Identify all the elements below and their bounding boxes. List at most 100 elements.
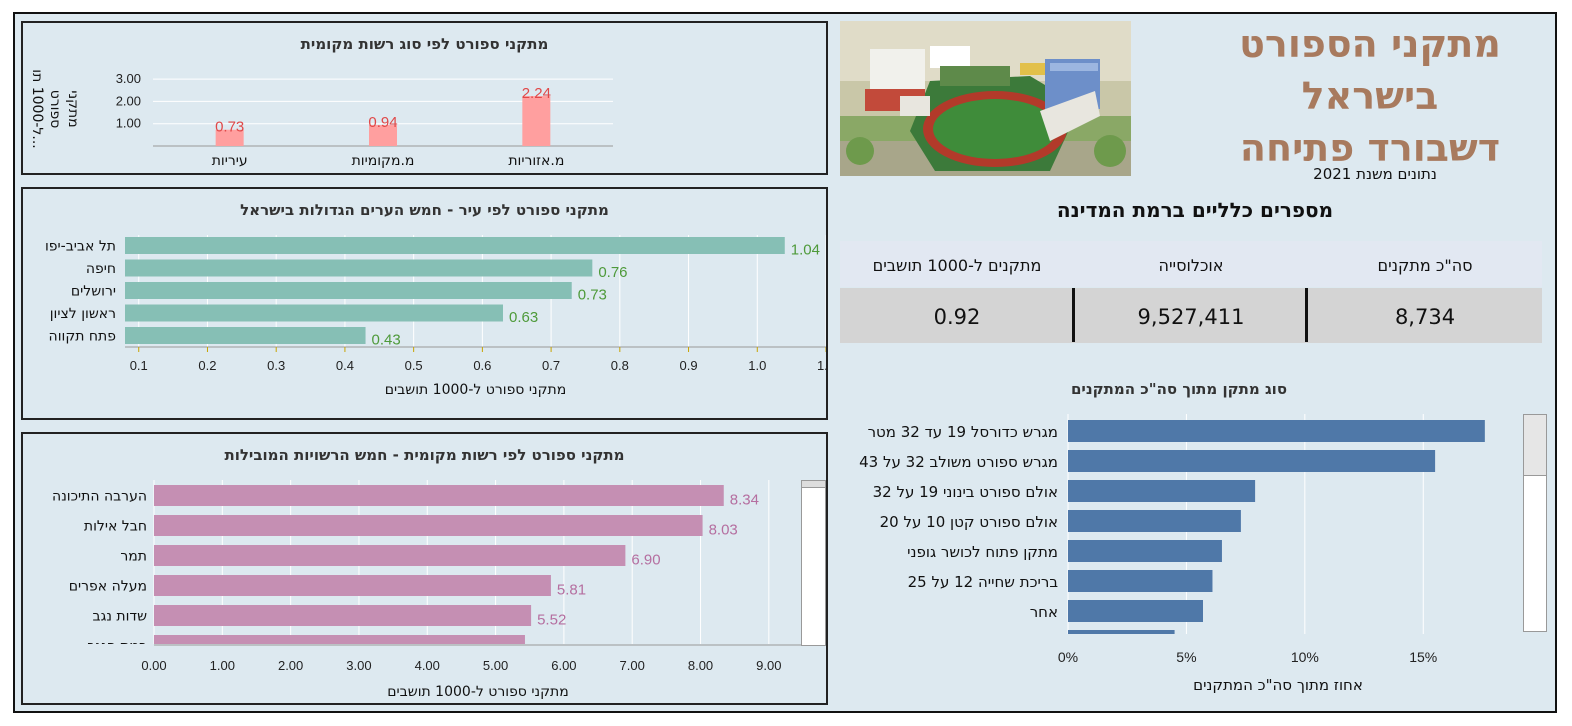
scroll-thumb[interactable] bbox=[802, 481, 825, 488]
y-tick-label: מגרש כדורסל 19 עד 32 מטר bbox=[868, 423, 1058, 441]
y-tick-label: אולם ספורט קטן 10 על 20 bbox=[880, 513, 1058, 531]
x-tick-label: 7.00 bbox=[620, 658, 645, 673]
chart-scrollbar[interactable] bbox=[801, 480, 826, 646]
y-tick-label: אחר bbox=[1030, 603, 1058, 621]
y-axis-title-line: ל-1000 תו... bbox=[29, 69, 45, 148]
bar bbox=[125, 327, 366, 344]
chart-cities: תל אביב-יפו 1.04 חיפה 0.76 ירושלים 0.73 ראשון … bbox=[45, 235, 826, 398]
y-tick-label: מתקן פתוח לכושר גופני bbox=[907, 543, 1058, 561]
x-tick-label: 0.2 bbox=[198, 358, 216, 373]
bar bbox=[215, 129, 244, 146]
y-tick-label: רמת הנגב bbox=[87, 639, 147, 655]
chart-authority-type: 1.00 2.00 3.00 0.73 עיריות 0.94 מ.מקומיות 2.24 מ… bbox=[29, 69, 613, 169]
x-tick-label: מ.מקומיות bbox=[352, 153, 415, 169]
data-label: 5.43 bbox=[531, 642, 560, 659]
x-axis-title: מתקני ספורט ל-1000 תושבים bbox=[385, 382, 566, 398]
y-tick-label: פתח תקווה bbox=[49, 329, 116, 345]
kpi-divider bbox=[1305, 288, 1308, 342]
chart-title: מתקני ספורט לפי רשות מקומית - חמש הרשויו… bbox=[224, 446, 625, 464]
data-label: 0.63 bbox=[509, 309, 538, 326]
data-label: 8.03 bbox=[709, 522, 738, 539]
x-tick-label: 4.00 bbox=[415, 658, 440, 673]
data-label: 0.73 bbox=[578, 287, 607, 304]
x-tick-label: 0.5 bbox=[405, 358, 423, 373]
x-tick-label: 5.00 bbox=[483, 658, 508, 673]
y-tick-label: 1.00 bbox=[116, 116, 141, 131]
y-axis-title: מתקניספורטל-1000 תו... bbox=[29, 69, 81, 148]
bar bbox=[1068, 570, 1213, 592]
stadium-image bbox=[840, 21, 1131, 176]
plot-area: מגרש כדורסל 19 עד 32 מטר מגרש ספורט משולב… bbox=[859, 414, 1485, 651]
bar bbox=[1068, 630, 1175, 634]
y-tick-label: ירושלים bbox=[71, 284, 116, 300]
dashboard-title: מתקני הספורט בישראל דשבורד פתיחה bbox=[1239, 22, 1501, 170]
bar bbox=[1068, 420, 1485, 442]
x-tick-label: 1.1 bbox=[817, 358, 826, 373]
x-tick-label: 0.9 bbox=[680, 358, 698, 373]
kpi-total-facilities-label: סה"כ מתקנים bbox=[1377, 256, 1473, 275]
x-tick-label: 0% bbox=[1058, 649, 1078, 665]
chart-panel-authorities: מתקני ספורט לפי רשות מקומית - חמש הרשויו… bbox=[21, 432, 828, 705]
data-label: 0.73 bbox=[215, 119, 244, 136]
bar bbox=[154, 605, 532, 626]
kpi-population-label: אוכלוסייה bbox=[1158, 256, 1224, 275]
bar bbox=[125, 237, 785, 254]
bar bbox=[1068, 450, 1436, 472]
bar bbox=[369, 125, 397, 146]
bar bbox=[154, 635, 525, 644]
data-label: 5.81 bbox=[557, 582, 586, 599]
scroll-thumb[interactable] bbox=[1524, 415, 1546, 476]
x-tick-label: 8.00 bbox=[688, 658, 713, 673]
y-axis-title-line: ספורט bbox=[47, 90, 63, 129]
data-label: 1.04 bbox=[791, 242, 820, 259]
y-tick-label: מגרש לכדורגל bbox=[966, 633, 1058, 651]
chart-panel-cities: מתקני ספורט לפי עיר - חמש הערים הגדולות … bbox=[21, 187, 828, 420]
bar bbox=[125, 259, 593, 277]
bar bbox=[125, 304, 503, 322]
bar bbox=[522, 96, 551, 146]
bar bbox=[1068, 510, 1241, 532]
x-tick-label: מ.אזוריות bbox=[508, 153, 564, 169]
x-tick-label: 9.00 bbox=[756, 658, 781, 673]
bar bbox=[154, 485, 724, 506]
chart-panel-authority-type: מתקני ספורט לפי סוג רשות מקומית 1.00 2.00… bbox=[21, 21, 828, 175]
x-tick-label: עיריות bbox=[212, 153, 248, 169]
y-tick-label: בריכת שחייה 12 על 25 bbox=[908, 573, 1059, 591]
x-tick-label: 10% bbox=[1291, 649, 1319, 665]
chart-title: מתקני ספורט לפי עיר - חמש הערים הגדולות … bbox=[240, 201, 609, 219]
y-tick-label: הערבה התיכונה bbox=[52, 489, 147, 505]
data-label: 0.43 bbox=[372, 332, 401, 349]
x-tick-label: 0.4 bbox=[336, 358, 354, 373]
data-label: 0.94 bbox=[368, 114, 397, 131]
data-label: 5.52 bbox=[537, 612, 566, 629]
chart-title: מתקני ספורט לפי סוג רשות מקומית bbox=[300, 35, 549, 53]
y-tick-label: שדות נגב bbox=[93, 609, 148, 625]
data-label: 0.76 bbox=[598, 264, 627, 281]
chart-authorities: הערבה התיכונה 8.34 חבל אילות 8.03 תמר 6.90 מעל… bbox=[52, 480, 803, 700]
x-tick-label: 1.0 bbox=[748, 358, 766, 373]
data-label: 8.34 bbox=[730, 492, 759, 509]
data-year-note: נתונים משנת 2021 bbox=[1313, 165, 1437, 183]
kpi-total-facilities-value: 8,734 bbox=[1394, 305, 1456, 329]
chart-title: סוג מתקן מתוך סה"כ המתקנים bbox=[1070, 380, 1288, 398]
y-tick-label: תמר bbox=[120, 549, 147, 565]
kpi-header-row bbox=[840, 241, 1542, 287]
kpi-population-value: 9,527,411 bbox=[1137, 305, 1245, 329]
bar bbox=[1068, 480, 1256, 502]
x-tick-label: 3.00 bbox=[346, 658, 371, 673]
y-tick-label: מעלה אפרים bbox=[69, 579, 147, 595]
x-tick-label: 0.00 bbox=[141, 658, 166, 673]
x-tick-label: 0.8 bbox=[611, 358, 629, 373]
bar bbox=[154, 575, 551, 596]
kpi-per-1000-value: 0.92 bbox=[933, 305, 981, 329]
x-tick-label: 2.00 bbox=[278, 658, 303, 673]
x-axis-title: מתקני ספורט ל-1000 תושבים bbox=[387, 684, 568, 700]
data-label: 2.24 bbox=[522, 85, 551, 102]
bar bbox=[1068, 600, 1203, 622]
y-axis-title-line: מתקני bbox=[65, 90, 81, 127]
y-tick-label: 2.00 bbox=[116, 93, 141, 108]
y-tick-label: תל אביב-יפו bbox=[45, 239, 116, 255]
x-tick-label: 0.1 bbox=[130, 358, 148, 373]
chart-scrollbar[interactable] bbox=[1523, 414, 1547, 632]
chart-facility-types: מגרש כדורסל 19 עד 32 מטר מגרש ספורט משולב… bbox=[859, 414, 1485, 694]
